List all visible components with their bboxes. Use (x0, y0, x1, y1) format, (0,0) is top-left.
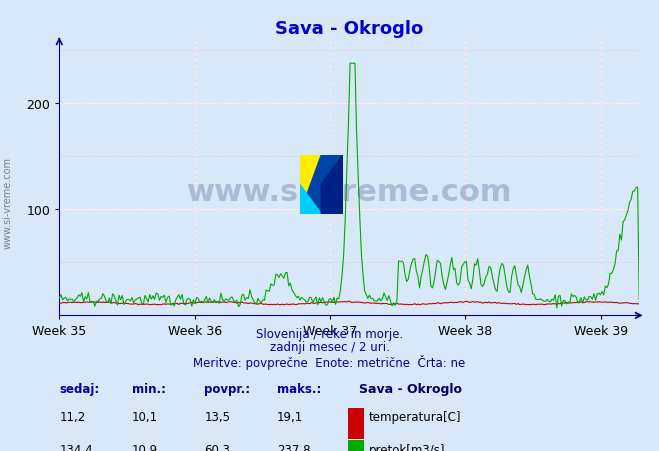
Text: www.si-vreme.com: www.si-vreme.com (186, 177, 512, 207)
Text: pretok[m3/s]: pretok[m3/s] (369, 443, 445, 451)
Text: Slovenija / reke in morje.: Slovenija / reke in morje. (256, 327, 403, 340)
Polygon shape (322, 156, 343, 214)
Text: 19,1: 19,1 (277, 410, 303, 423)
Text: 10,9: 10,9 (132, 443, 158, 451)
Text: 60,3: 60,3 (204, 443, 230, 451)
Text: zadnji mesec / 2 uri.: zadnji mesec / 2 uri. (270, 341, 389, 354)
Text: 11,2: 11,2 (59, 410, 86, 423)
Text: 10,1: 10,1 (132, 410, 158, 423)
Text: temperatura[C]: temperatura[C] (369, 410, 461, 423)
Text: sedaj:: sedaj: (59, 382, 100, 395)
Text: Meritve: povprečne  Enote: metrične  Črta: ne: Meritve: povprečne Enote: metrične Črta:… (193, 354, 466, 369)
Bar (348, 408, 364, 439)
Text: 13,5: 13,5 (204, 410, 230, 423)
Polygon shape (300, 185, 322, 214)
Text: maks.:: maks.: (277, 382, 321, 395)
Text: Sava - Okroglo: Sava - Okroglo (359, 382, 462, 395)
Text: www.si-vreme.com: www.si-vreme.com (3, 157, 13, 249)
Title: Sava - Okroglo: Sava - Okroglo (275, 20, 423, 37)
Text: 237,8: 237,8 (277, 443, 310, 451)
Text: min.:: min.: (132, 382, 166, 395)
Polygon shape (300, 156, 343, 214)
Polygon shape (300, 156, 322, 214)
Text: povpr.:: povpr.: (204, 382, 250, 395)
Bar (348, 441, 364, 451)
Text: 134,4: 134,4 (59, 443, 93, 451)
